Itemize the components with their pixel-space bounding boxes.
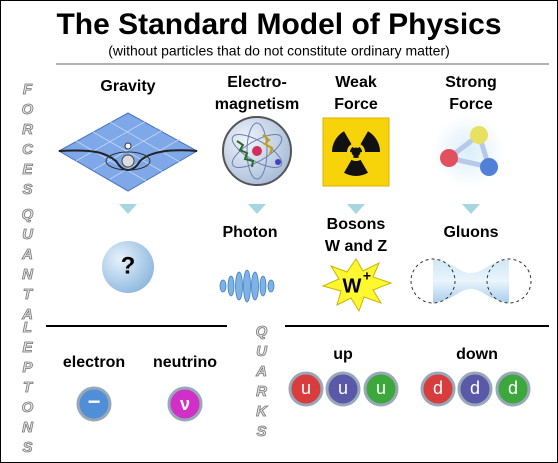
quark-circle xyxy=(363,371,399,407)
quanta-label: Bosons xyxy=(327,216,386,233)
satellite xyxy=(124,142,132,150)
quark-name: up xyxy=(333,346,353,363)
quark-symbol: d xyxy=(470,378,480,398)
side-label: FORCES xyxy=(19,81,37,202)
quanta-label: Gluons xyxy=(443,224,498,241)
quark-circle xyxy=(420,371,456,407)
radiation-gap xyxy=(347,143,365,161)
w-symbol: W xyxy=(343,275,362,297)
neutrino-circle xyxy=(167,386,203,422)
force-label: Gravity xyxy=(100,78,155,95)
gluon-tube xyxy=(410,258,532,304)
weak-icon xyxy=(322,117,390,187)
tube xyxy=(433,259,509,303)
quanta-label: W and Z xyxy=(325,238,387,255)
subtitle: (without particles that do not constitut… xyxy=(108,43,450,59)
graviton-circle xyxy=(102,241,154,293)
orbit xyxy=(105,151,151,171)
field-line xyxy=(262,134,274,155)
side-label: LEPTONS xyxy=(19,319,37,460)
title: The Standard Model of Physics xyxy=(56,8,501,41)
electron-circle xyxy=(76,386,112,422)
gravity-icon xyxy=(57,112,199,192)
orbit xyxy=(246,122,268,180)
w-burst xyxy=(321,258,393,313)
quark-red xyxy=(440,149,458,167)
arrow xyxy=(248,204,266,214)
electron-dot xyxy=(275,159,281,165)
radiation-blade xyxy=(343,152,368,176)
wave-crest xyxy=(251,271,259,301)
quark-blue xyxy=(480,158,498,176)
force-label: Electro- xyxy=(227,74,287,91)
quark-name: down xyxy=(456,346,498,363)
quark-yellow xyxy=(470,126,488,144)
lepton-symbol: ν xyxy=(180,394,190,414)
w-charge: + xyxy=(363,268,371,284)
wave-crest xyxy=(235,271,243,301)
orbit xyxy=(231,134,283,168)
quark-symbol: u xyxy=(301,378,311,398)
wave-crest xyxy=(243,269,251,303)
wave-crest xyxy=(227,275,235,297)
lepton-symbol: − xyxy=(88,389,101,414)
arrow xyxy=(119,204,137,214)
bond xyxy=(443,130,493,171)
side-label: QUARKS xyxy=(253,323,271,444)
graviton-symbol: ? xyxy=(121,252,136,279)
wave-crest xyxy=(259,275,267,297)
force-label: Force xyxy=(449,96,493,113)
quark-symbol: d xyxy=(433,378,443,398)
quark-circle xyxy=(457,371,493,407)
dashed-end xyxy=(410,258,456,304)
quanta-label: Photon xyxy=(222,224,277,241)
arrow xyxy=(347,204,365,214)
wave-crest xyxy=(219,279,227,293)
nucleus xyxy=(252,146,262,156)
quark-circle xyxy=(325,371,361,407)
quark-symbol: u xyxy=(338,378,348,398)
field-line xyxy=(236,140,255,168)
wave-crest xyxy=(267,279,275,293)
em-icon xyxy=(222,116,292,186)
lepton-name: neutrino xyxy=(153,354,217,371)
orbit xyxy=(231,134,283,168)
force-label: Strong xyxy=(445,74,497,91)
dashed-end xyxy=(486,258,532,304)
quark-symbol: d xyxy=(508,378,518,398)
force-label: Force xyxy=(334,96,378,113)
mass xyxy=(121,154,135,168)
force-label: Weak xyxy=(335,74,377,91)
force-label: magnetism xyxy=(215,96,299,113)
quark-symbol: u xyxy=(376,378,386,398)
strong-icon xyxy=(433,115,505,187)
quark-circle xyxy=(288,371,324,407)
quark-circle xyxy=(495,371,531,407)
arrow xyxy=(462,204,480,214)
lepton-name: electron xyxy=(63,354,125,371)
photon-wave xyxy=(219,269,275,303)
side-label: QUANTA xyxy=(19,206,37,327)
